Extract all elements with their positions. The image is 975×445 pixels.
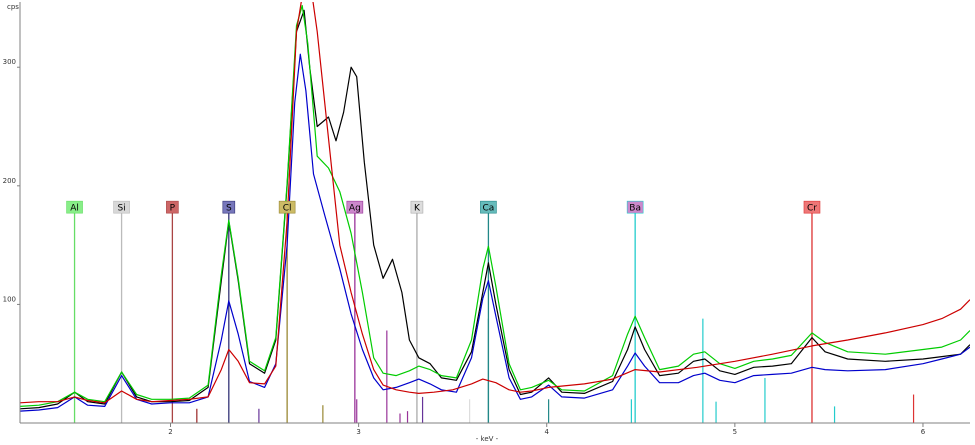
y-tick-label-1: 200 [3, 177, 16, 185]
x-tick-label-0: 2 [168, 428, 172, 436]
marker-label-cl: Cl [283, 204, 292, 214]
marker-label-al: Al [70, 204, 79, 214]
y-tick-label-2: 300 [3, 58, 16, 66]
element-marker-lines [73, 207, 813, 423]
x-tick-label-4: 6 [921, 428, 926, 436]
series-line-2 [20, 5, 970, 407]
marker-label-si: Si [117, 204, 125, 214]
y-tick-label-0: 100 [3, 295, 16, 303]
y-axis-label: cps [7, 3, 19, 11]
x-axis-label: - keV - [476, 435, 499, 443]
marker-box-al [66, 200, 83, 214]
marker-box-ca [480, 200, 497, 214]
element-marker-labels: Al Si P S Cl Ag K Ca Ba Cr [66, 200, 821, 214]
marker-label-k: K [414, 204, 421, 214]
marker-box-cl [278, 200, 296, 214]
marker-label-ag: Ag [349, 204, 361, 214]
marker-label-ba: Ba [629, 204, 641, 214]
marker-label-cr: Cr [807, 204, 817, 214]
x-tick-label-3: 5 [733, 428, 737, 436]
axis-ticks: 2 3 4 5 6 100 200 300 [3, 58, 926, 436]
marker-box-k [410, 200, 424, 214]
marker-label-p: P [170, 204, 176, 214]
marker-label-s: S [226, 204, 232, 214]
marker-box-ag [346, 200, 364, 214]
marker-box-si [113, 200, 130, 214]
marker-box-s [222, 200, 236, 214]
series-line-4 [20, 2, 970, 404]
marker-box-cr [803, 200, 821, 214]
marker-box-ba [626, 200, 644, 214]
x-tick-label-1: 3 [356, 428, 360, 436]
spectrum-series [20, 2, 970, 412]
x-tick-label-2: 4 [544, 428, 549, 436]
marker-box-p [166, 200, 179, 214]
marker-label-ca: Ca [483, 204, 495, 214]
